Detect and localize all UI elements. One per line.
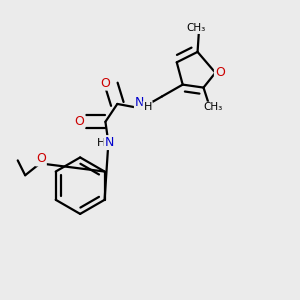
Text: N: N <box>135 96 144 109</box>
Text: O: O <box>100 76 110 90</box>
Text: CH₃: CH₃ <box>186 23 206 33</box>
Text: N: N <box>104 136 114 149</box>
Text: H: H <box>143 102 152 112</box>
Text: O: O <box>75 115 85 128</box>
Text: O: O <box>36 152 46 165</box>
Text: H: H <box>97 138 105 148</box>
Text: O: O <box>215 66 225 79</box>
Text: CH₃: CH₃ <box>203 103 223 112</box>
